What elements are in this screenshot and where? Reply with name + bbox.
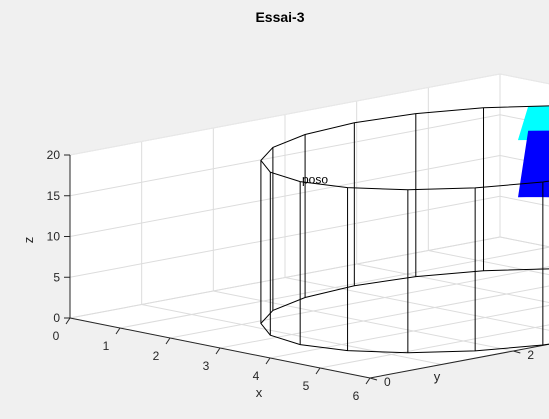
x-tick-label: 0 bbox=[53, 329, 60, 343]
y-axis-line bbox=[369, 343, 549, 379]
x-tick-mark bbox=[215, 347, 221, 355]
z-tick-label: 0 bbox=[53, 311, 60, 325]
x-tick-mark bbox=[165, 337, 171, 345]
grid-line-wall-z bbox=[69, 195, 501, 278]
x-tick-mark bbox=[365, 377, 371, 385]
axis-lines bbox=[64, 73, 549, 385]
x-tick-label: 1 bbox=[103, 339, 110, 353]
box-edge bbox=[69, 73, 501, 156]
floor-pane bbox=[70, 237, 549, 378]
y-tick-mark bbox=[369, 377, 378, 381]
y-axis-label: y bbox=[434, 369, 441, 384]
grid-line-floor-y bbox=[356, 263, 549, 303]
z-tick-label: 5 bbox=[53, 270, 60, 284]
cylinder-front bbox=[260, 105, 549, 353]
x-tick-mark bbox=[115, 327, 121, 335]
x-tick-mark bbox=[265, 357, 271, 365]
x-tick-label: 6 bbox=[353, 389, 360, 403]
grid-line-floor-y bbox=[141, 304, 442, 365]
cylinder-top-ring bbox=[260, 105, 549, 191]
x-tick-label: 3 bbox=[203, 359, 210, 373]
z-tick-label: 10 bbox=[47, 230, 61, 244]
tick-labels: 0123456024605101520 bbox=[47, 148, 535, 403]
z-tick-label: 15 bbox=[47, 189, 61, 203]
x-tick-mark bbox=[315, 367, 321, 375]
x-tick-mark bbox=[65, 317, 71, 325]
annotations: poso bbox=[302, 173, 328, 187]
grid-line-floor-y bbox=[213, 290, 514, 352]
surfaces bbox=[517, 106, 549, 198]
y-tick-mark bbox=[513, 350, 521, 354]
grid-line-wall-z bbox=[69, 155, 501, 237]
x-tick-label: 4 bbox=[253, 369, 260, 383]
z-tick-label: 20 bbox=[47, 148, 61, 162]
annotation-label: poso bbox=[302, 173, 328, 187]
x-tick-label: 2 bbox=[153, 349, 160, 363]
y-tick-label: 2 bbox=[527, 348, 534, 362]
grid-line-floor-y bbox=[284, 277, 549, 331]
x-tick-label: 5 bbox=[303, 379, 310, 393]
grid-line-wall-z bbox=[69, 236, 501, 319]
surface-series-2 bbox=[518, 130, 549, 198]
chart-title: Essai-3 bbox=[255, 9, 304, 25]
x-axis-label: x bbox=[256, 385, 263, 400]
grid-line-wall-z bbox=[69, 114, 501, 197]
y-tick-label: 0 bbox=[384, 375, 391, 389]
z-axis-label: z bbox=[21, 237, 36, 244]
grid-line-floor-y bbox=[428, 250, 549, 276]
